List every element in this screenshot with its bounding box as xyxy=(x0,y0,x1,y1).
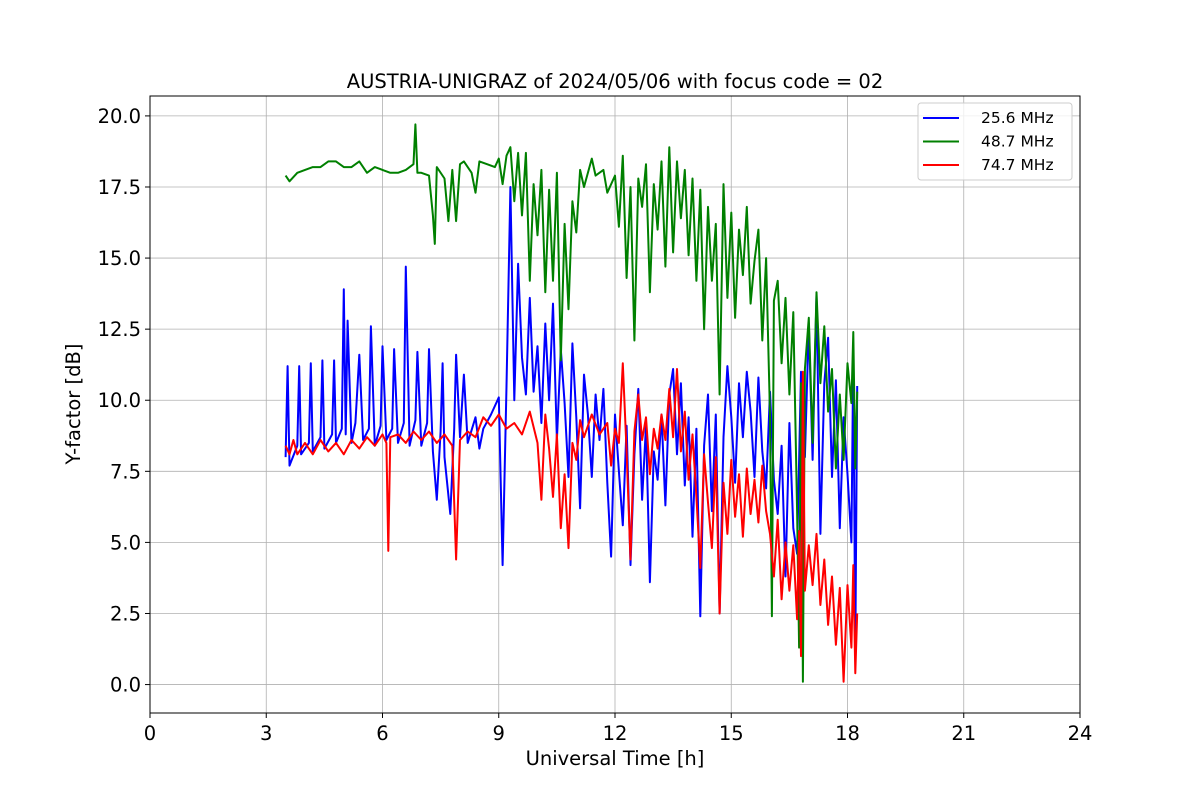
x-tick-label: 9 xyxy=(493,722,505,745)
axis-ticks: 0 3 6 9 12 15 18 21 24 0.0 2.5 5.0 7.5 10.0 12.5 15.0 17… xyxy=(98,105,1093,745)
series-line-1 xyxy=(284,186,859,655)
series-line-2 xyxy=(284,123,859,683)
series-line-3 xyxy=(284,362,859,683)
x-tick-label: 15 xyxy=(719,722,744,745)
chart-title: AUSTRIA-UNIGRAZ of 2024/05/06 with focus… xyxy=(347,70,884,93)
x-tick-label: 24 xyxy=(1068,722,1093,745)
x-tick-label: 6 xyxy=(376,722,388,745)
y-tick-label: 20.0 xyxy=(98,105,141,128)
x-tick-label: 18 xyxy=(835,722,860,745)
y-tick-label: 0.0 xyxy=(110,674,141,697)
x-axis-label: Universal Time [h] xyxy=(526,747,705,770)
y-axis-label: Y-factor [dB] xyxy=(62,344,85,466)
y-tick-label: 5.0 xyxy=(110,531,141,554)
x-tick-label: 3 xyxy=(260,722,272,745)
legend-label: 25.6 MHz xyxy=(981,109,1054,127)
y-tick-label: 17.5 xyxy=(98,176,141,199)
y-tick-label: 15.0 xyxy=(98,247,141,270)
series-lines xyxy=(284,123,859,683)
x-tick-label: 12 xyxy=(603,722,628,745)
legend: 25.6 MHz 48.7 MHz 74.7 MHz xyxy=(917,102,1073,181)
legend-label: 48.7 MHz xyxy=(981,133,1054,151)
legend-box xyxy=(917,102,1073,181)
legend-label: 74.7 MHz xyxy=(981,156,1054,174)
y-tick-label: 12.5 xyxy=(98,318,141,341)
y-tick-label: 7.5 xyxy=(110,460,141,483)
y-tick-label: 2.5 xyxy=(110,602,141,625)
x-tick-label: 0 xyxy=(144,722,156,745)
y-tick-label: 10.0 xyxy=(98,389,141,412)
x-tick-label: 21 xyxy=(951,722,976,745)
